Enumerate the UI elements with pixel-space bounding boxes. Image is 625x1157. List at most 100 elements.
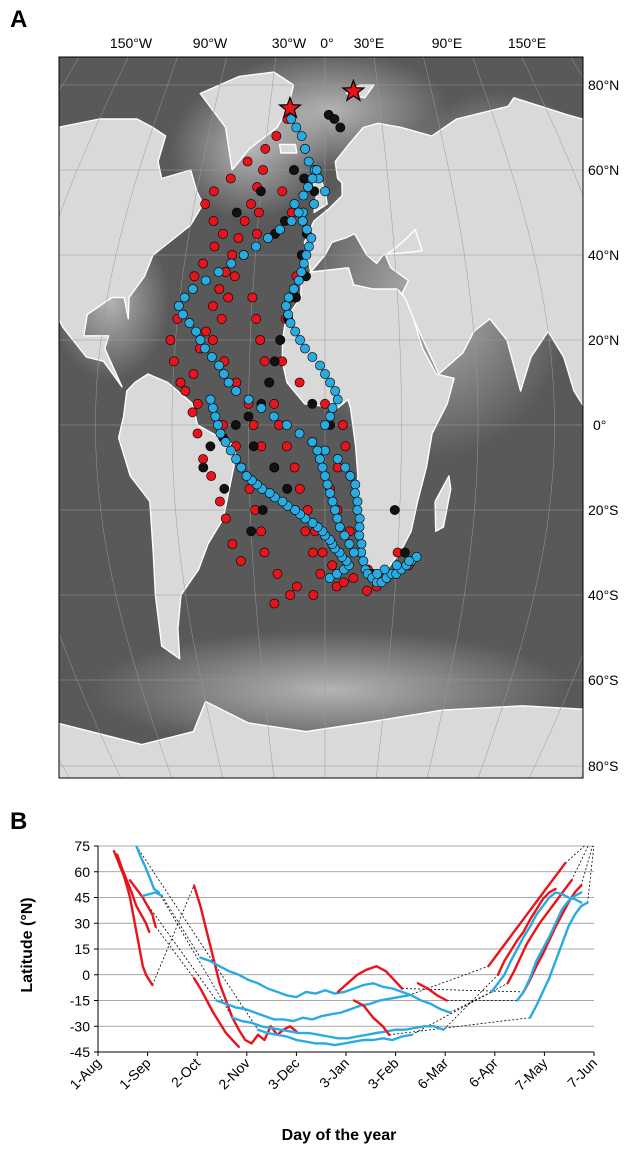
track-point-blue-31 [243, 394, 254, 405]
track-point-blue-48 [356, 539, 367, 549]
y-tick-label-5: 0 [82, 967, 90, 983]
track-point-red-103 [289, 462, 300, 473]
track-point-blue-17 [200, 275, 211, 286]
lat-tick-label-8: 80°S [588, 758, 619, 774]
track-point-red-10 [198, 258, 208, 269]
meridian-line-2 [95, 57, 178, 778]
track-point-blue-12 [263, 233, 273, 243]
latitude-track-red-0 [112, 849, 154, 987]
track-point-blue-25 [199, 343, 210, 354]
lat-tick-label-2: 40°N [588, 247, 619, 263]
panel-label-b: B [10, 808, 28, 835]
track-point-black-3 [289, 165, 299, 175]
track-point-blue-34 [281, 420, 292, 430]
track-point-black-36 [219, 483, 230, 494]
track-point-blue-110 [307, 173, 318, 184]
track-point-blue-99 [296, 267, 307, 277]
lon-tick-label-6: 150°E [508, 35, 546, 51]
track-point-red-76 [220, 513, 231, 524]
track-point-blue-103 [306, 233, 317, 243]
latitude-track-blue-8 [215, 994, 410, 1023]
lon-tick-label-3: 0° [320, 35, 333, 51]
track-point-blue-138 [231, 454, 241, 464]
track-point-blue-14 [238, 250, 249, 260]
track-point-blue-3 [300, 143, 310, 154]
gap-connector-3 [129, 880, 217, 1001]
lon-tick-label-5: 90°E [432, 35, 463, 51]
lat-tick-label-6: 40°S [588, 587, 619, 603]
track-point-red-102 [281, 441, 292, 452]
track-point-red-5 [208, 186, 219, 197]
latitude-track-blue-20 [528, 901, 589, 1019]
track-point-red-15 [169, 356, 179, 367]
track-point-blue-39 [340, 462, 351, 473]
gap-connector-11 [401, 988, 524, 993]
latitude-track-blue-9 [231, 1016, 445, 1040]
track-point-blue-132 [264, 488, 275, 498]
latitude-track-blue-19 [516, 891, 583, 1002]
gap-connector-2 [161, 895, 201, 958]
track-point-blue-65 [379, 564, 390, 575]
track-point-blue-104 [302, 224, 312, 235]
track-point-blue-113 [331, 568, 342, 579]
x-tick-label-3: 2-Nov [215, 1055, 253, 1093]
gap-connector-0 [152, 885, 195, 986]
track-point-blue-83 [327, 403, 338, 413]
track-point-blue-22 [184, 318, 195, 328]
latitude-gridlines [98, 845, 594, 1053]
track-point-blue-45 [354, 513, 365, 524]
track-point-black-21 [282, 483, 293, 494]
y-tick-label-1: 60 [74, 864, 90, 880]
track-point-red-23 [256, 526, 266, 537]
map-frame [58, 56, 584, 779]
track-point-blue-46 [354, 522, 365, 532]
track-point-red-95 [247, 292, 258, 303]
gap-connector-6 [449, 991, 492, 1013]
gap-connector-15 [580, 846, 593, 886]
track-point-red-98 [259, 356, 270, 367]
track-point-red-26 [291, 581, 302, 592]
track-point-red-83 [188, 369, 199, 379]
track-point-red-91 [239, 216, 250, 226]
meridian-line-4 [248, 57, 277, 778]
track-point-black-19 [248, 441, 259, 452]
latitude-track-blue-10 [256, 1028, 413, 1047]
track-point-red-74 [235, 556, 246, 566]
y-tick-label-6: -15 [70, 993, 90, 1009]
track-point-red-54 [253, 207, 264, 218]
track-point-blue-80 [307, 437, 318, 447]
track-point-blue-85 [330, 386, 341, 396]
track-point-blue-26 [206, 352, 217, 362]
latitude-track-red-6 [192, 977, 240, 1048]
latitude-track-red-17 [522, 884, 583, 994]
latitude-track-red-1 [116, 853, 151, 933]
track-point-blue-112 [324, 573, 335, 583]
track-point-blue-140 [220, 437, 231, 447]
gap-connector-4 [158, 892, 233, 1018]
track-point-red-78 [206, 471, 217, 481]
track-point-blue-2 [296, 131, 307, 141]
track-point-blue-100 [298, 258, 309, 269]
track-point-black-17 [243, 411, 254, 422]
track-point-black-27 [307, 398, 318, 409]
track-point-blue-35 [294, 428, 305, 439]
track-point-blue-101 [301, 250, 312, 260]
gap-connector-7 [408, 965, 489, 996]
track-point-red-57 [229, 271, 240, 282]
track-point-blue-108 [298, 190, 309, 201]
colony-star-1 [341, 78, 366, 102]
track-point-red-79 [198, 454, 208, 464]
track-point-blue-21 [177, 309, 188, 320]
track-point-red-72 [285, 590, 296, 600]
lat-tick-label-1: 60°N [588, 162, 619, 178]
track-point-blue-74 [325, 488, 335, 498]
track-point-black-26 [198, 462, 209, 473]
track-point-red-80 [192, 428, 203, 439]
track-point-blue-77 [317, 462, 328, 473]
track-point-blue-125 [307, 517, 318, 528]
track-point-black-25 [205, 441, 216, 452]
track-point-black-2 [335, 122, 346, 133]
track-point-red-55 [252, 228, 262, 239]
track-point-blue-62 [411, 551, 422, 562]
track-point-blue-81 [320, 420, 330, 430]
